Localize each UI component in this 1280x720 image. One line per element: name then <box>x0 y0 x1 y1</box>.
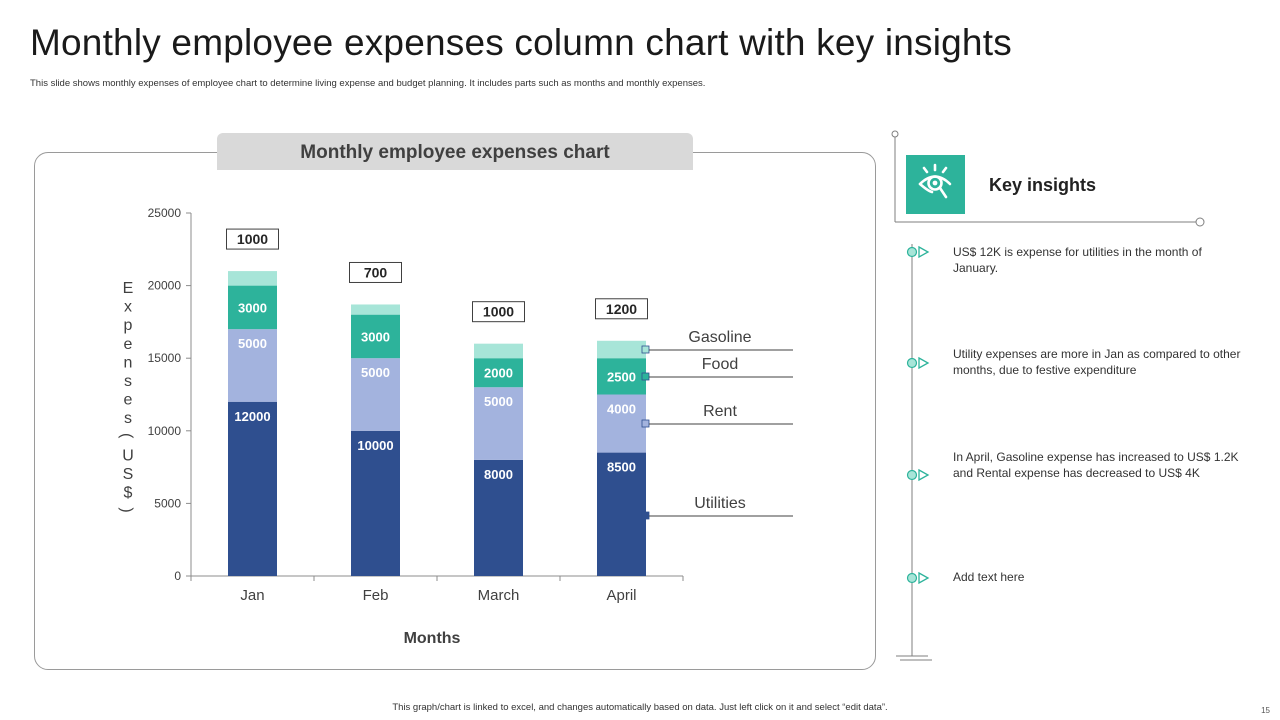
gasoline-callout-box <box>226 228 279 250</box>
bar-gasoline-feb <box>351 304 400 315</box>
y-tick-label: 10000 <box>148 424 182 438</box>
x-axis-title: Months <box>404 630 461 647</box>
gasoline-callout-label: 1200 <box>606 301 637 317</box>
y-axis-label-char: e <box>124 392 133 409</box>
data-label: 2000 <box>484 366 513 381</box>
x-tick-label: Feb <box>363 587 389 604</box>
data-label: 10000 <box>357 438 393 453</box>
y-tick-label: 5000 <box>154 496 181 510</box>
gasoline-callout-box <box>472 301 525 323</box>
y-axis-label-char: p <box>124 317 133 334</box>
bar-rent-march <box>474 387 523 460</box>
insight-text-3: In April, Gasoline expense has increased… <box>953 450 1239 480</box>
legend-label-gasoline: Gasoline <box>688 329 751 346</box>
y-tick-label: 0 <box>174 569 181 583</box>
footer-note: This graph/chart is linked to excel, and… <box>392 702 888 713</box>
bar-rent-jan <box>228 329 277 402</box>
bar-gasoline-april <box>597 340 646 359</box>
legend-label-rent: Rent <box>703 403 737 420</box>
insight-text-1: US$ 12K is expense for utilities in the … <box>953 245 1202 275</box>
legend-label-food: Food <box>702 356 738 373</box>
gasoline-callout-box <box>349 261 402 283</box>
y-axis-label-char: E <box>123 280 134 297</box>
x-tick-label: March <box>478 587 520 604</box>
insight-bullet-icon <box>906 356 930 370</box>
page-title: Monthly employee expenses column chart w… <box>30 22 1012 63</box>
y-axis-label-char: $ <box>124 484 133 501</box>
y-tick-label: 25000 <box>148 206 182 220</box>
bar-food-jan <box>228 285 277 330</box>
bar-food-feb <box>351 314 400 359</box>
insight-bullet-icon <box>906 571 930 585</box>
data-label: 3000 <box>238 300 267 315</box>
y-axis-label-char: S <box>123 466 134 483</box>
data-label: 5000 <box>484 394 513 409</box>
gasoline-callout-box <box>595 298 648 320</box>
bar-gasoline-jan <box>228 271 277 286</box>
data-label: 3000 <box>361 329 390 344</box>
y-axis-label-char: n <box>124 354 133 371</box>
data-label: 12000 <box>234 409 270 424</box>
y-tick-label: 15000 <box>148 351 182 365</box>
page-subtitle: This slide shows monthly expenses of emp… <box>30 78 706 89</box>
legend-label-utilities: Utilities <box>694 495 746 512</box>
key-insights-icon-box <box>906 155 965 214</box>
data-label: 5000 <box>361 365 390 380</box>
bar-utilities-march <box>474 459 523 576</box>
y-tick-label: 20000 <box>148 279 182 293</box>
stacked-column-chart[interactable]: 0500010000150002000025000Expenses(US$)Mo… <box>0 0 880 700</box>
y-axis-label-char: x <box>124 299 132 316</box>
key-insights-title: Key insights <box>989 175 1097 195</box>
insight-text-4: Add text here <box>953 570 1025 584</box>
data-label: 8500 <box>607 460 636 475</box>
x-tick-label: April <box>606 587 636 604</box>
bar-utilities-april <box>597 452 646 576</box>
y-axis-label-char: ) <box>118 507 135 512</box>
bar-utilities-jan <box>228 401 277 576</box>
eye-magnifier-icon <box>918 163 952 199</box>
y-axis-label-char: U <box>122 447 134 464</box>
bar-rent-feb <box>351 358 400 431</box>
bar-food-march <box>474 358 523 388</box>
page-number: 15 <box>1261 706 1270 715</box>
y-axis-label-char: ( <box>118 433 135 439</box>
data-label: 5000 <box>238 336 267 351</box>
gasoline-callout-label: 1000 <box>483 304 514 320</box>
bar-gasoline-march <box>474 343 523 359</box>
bar-rent-april <box>597 394 646 453</box>
y-axis-label-char: s <box>124 410 132 427</box>
data-label: 4000 <box>607 402 636 417</box>
data-label: 8000 <box>484 467 513 482</box>
y-axis-label-char: e <box>124 336 133 353</box>
insight-bullet-icon <box>906 245 930 259</box>
data-label: 2500 <box>607 369 636 384</box>
insight-bullet-icon <box>906 468 930 482</box>
gasoline-callout-label: 1000 <box>237 231 268 247</box>
insight-text-2: Utility expenses are more in Jan as comp… <box>953 347 1241 377</box>
y-axis-label-char: s <box>124 373 132 390</box>
bar-utilities-feb <box>351 430 400 576</box>
bar-food-april <box>597 358 646 395</box>
chart-title: Monthly employee expenses chart <box>217 133 693 170</box>
gasoline-callout-label: 700 <box>364 264 388 280</box>
x-tick-label: Jan <box>240 587 264 604</box>
